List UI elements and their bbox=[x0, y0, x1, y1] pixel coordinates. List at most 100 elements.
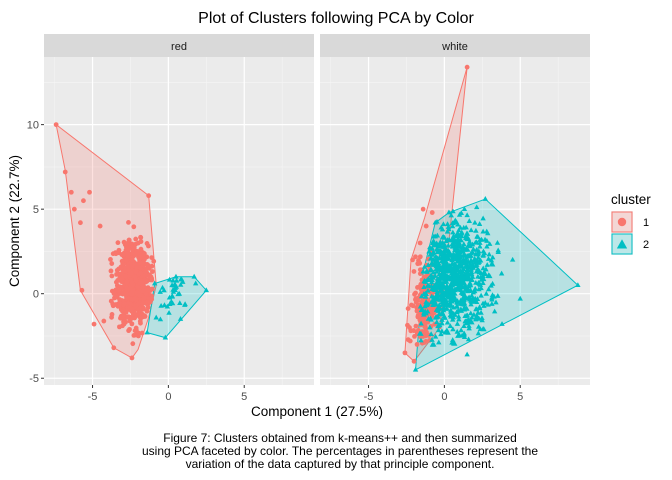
data-point-white-cluster-2 bbox=[443, 238, 449, 244]
data-point-white-cluster-2 bbox=[473, 247, 480, 252]
data-point-white-cluster-2 bbox=[480, 251, 487, 257]
data-point-white-cluster-2 bbox=[489, 261, 496, 267]
data-point-white-cluster-2 bbox=[466, 325, 472, 331]
data-point-white-cluster-2 bbox=[459, 277, 466, 282]
x-axis-label: Component 1 (27.5%) bbox=[251, 404, 383, 419]
data-point-white-cluster-2 bbox=[446, 209, 452, 215]
data-point-white-cluster-2 bbox=[470, 249, 476, 255]
data-point-white-cluster-2 bbox=[421, 263, 428, 269]
data-point-white-cluster-2 bbox=[465, 336, 472, 342]
data-point-white-cluster-2 bbox=[474, 233, 480, 239]
data-point-white-cluster-1 bbox=[418, 313, 423, 319]
data-point-red-cluster-2 bbox=[166, 276, 173, 282]
data-point-red-cluster-1 bbox=[81, 198, 86, 204]
data-point-red-cluster-1 bbox=[108, 257, 113, 262]
data-point-red-cluster-1 bbox=[128, 270, 134, 276]
data-point-white-cluster-2 bbox=[418, 337, 424, 343]
data-point-red-cluster-1 bbox=[108, 268, 114, 274]
data-point-white-cluster-2 bbox=[486, 251, 492, 257]
grid-red bbox=[44, 57, 314, 385]
data-point-white-cluster-2 bbox=[482, 196, 489, 201]
data-point-red-cluster-1 bbox=[136, 292, 142, 298]
data-point-red-cluster-1 bbox=[144, 308, 150, 314]
data-point-red-cluster-1 bbox=[101, 318, 107, 324]
data-point-white-cluster-2 bbox=[517, 295, 523, 301]
data-point-white-cluster-2 bbox=[489, 301, 495, 306]
data-point-white-cluster-1 bbox=[411, 269, 417, 274]
data-point-red-cluster-2 bbox=[170, 288, 177, 294]
caption-line-1: Figure 7: Clusters obtained from k-means… bbox=[163, 431, 517, 445]
data-point-white-cluster-2 bbox=[428, 260, 435, 266]
data-point-white-cluster-1 bbox=[411, 358, 417, 364]
data-point-white-cluster-2 bbox=[461, 241, 467, 247]
data-point-red-cluster-2 bbox=[173, 277, 180, 283]
data-point-white-cluster-2 bbox=[468, 310, 474, 316]
data-point-red-cluster-2 bbox=[153, 314, 159, 320]
x-tick-label: -5 bbox=[364, 391, 374, 403]
data-point-white-cluster-2 bbox=[478, 236, 485, 242]
data-point-white-cluster-1 bbox=[409, 302, 414, 308]
data-point-white-cluster-2 bbox=[499, 321, 505, 326]
data-point-white-cluster-1 bbox=[423, 223, 429, 229]
data-point-red-cluster-1 bbox=[135, 301, 141, 307]
data-point-red-cluster-1 bbox=[137, 315, 143, 320]
data-point-white-cluster-2 bbox=[434, 290, 441, 296]
data-point-white-cluster-2 bbox=[438, 249, 444, 255]
data-point-white-cluster-2 bbox=[463, 318, 469, 324]
data-point-white-cluster-1 bbox=[413, 323, 419, 329]
data-point-white-cluster-1 bbox=[420, 206, 426, 212]
data-point-white-cluster-2 bbox=[485, 286, 492, 292]
data-point-white-cluster-2 bbox=[436, 339, 442, 345]
data-point-red-cluster-1 bbox=[132, 328, 138, 334]
data-point-white-cluster-2 bbox=[475, 309, 481, 315]
data-point-white-cluster-2 bbox=[461, 305, 467, 311]
data-point-white-cluster-2 bbox=[458, 308, 465, 313]
y-tick-label: 5 bbox=[33, 204, 39, 216]
data-point-white-cluster-2 bbox=[454, 303, 460, 308]
data-point-white-cluster-2 bbox=[455, 221, 461, 227]
legend-title: cluster bbox=[611, 192, 651, 207]
data-point-white-cluster-2 bbox=[439, 293, 445, 299]
data-point-white-cluster-2 bbox=[444, 319, 451, 325]
data-point-white-cluster-2 bbox=[428, 255, 434, 261]
data-point-red-cluster-1 bbox=[143, 291, 149, 297]
data-point-red-cluster-2 bbox=[158, 302, 164, 308]
data-point-red-cluster-1 bbox=[116, 247, 122, 253]
data-point-red-cluster-2 bbox=[161, 287, 167, 293]
data-point-white-cluster-2 bbox=[434, 246, 440, 252]
data-point-white-cluster-2 bbox=[476, 221, 483, 226]
data-point-white-cluster-2 bbox=[476, 269, 483, 274]
data-point-red-cluster-1 bbox=[136, 330, 142, 336]
data-point-red-cluster-1 bbox=[149, 255, 155, 261]
legend: cluster 1 2 bbox=[611, 192, 651, 255]
data-point-white-cluster-2 bbox=[427, 315, 434, 321]
data-point-red-cluster-1 bbox=[135, 240, 141, 246]
data-point-white-cluster-2 bbox=[466, 281, 473, 287]
data-point-red-cluster-1 bbox=[91, 321, 97, 327]
data-point-white-cluster-2 bbox=[457, 268, 464, 274]
data-point-white-cluster-2 bbox=[433, 280, 440, 285]
data-point-red-cluster-1 bbox=[133, 236, 139, 242]
data-point-red-cluster-1 bbox=[141, 295, 147, 301]
data-point-red-cluster-1 bbox=[108, 298, 114, 304]
data-point-white-cluster-2 bbox=[476, 259, 482, 264]
data-point-red-cluster-1 bbox=[131, 332, 137, 338]
data-point-white-cluster-2 bbox=[474, 204, 480, 210]
legend-glyphs bbox=[611, 211, 633, 255]
data-point-white-cluster-2 bbox=[467, 276, 473, 282]
x-tick-label: 5 bbox=[517, 391, 523, 403]
data-point-red-cluster-1 bbox=[126, 246, 132, 252]
data-point-red-cluster-2 bbox=[157, 289, 163, 294]
data-point-white-cluster-2 bbox=[443, 256, 450, 261]
pca-cluster-chart: Plot of Clusters following PCA by Color … bbox=[7, 10, 651, 419]
data-point-white-cluster-2 bbox=[455, 313, 462, 319]
data-point-white-cluster-2 bbox=[452, 340, 458, 346]
data-point-white-cluster-2 bbox=[421, 291, 427, 296]
data-point-red-cluster-1 bbox=[120, 323, 125, 329]
data-point-white-cluster-2 bbox=[439, 226, 446, 232]
data-point-white-cluster-2 bbox=[465, 264, 471, 270]
data-point-white-cluster-2 bbox=[448, 281, 454, 287]
data-point-white-cluster-1 bbox=[407, 325, 412, 330]
x-tick-label: 0 bbox=[165, 391, 171, 403]
data-point-red-cluster-1 bbox=[124, 258, 129, 264]
